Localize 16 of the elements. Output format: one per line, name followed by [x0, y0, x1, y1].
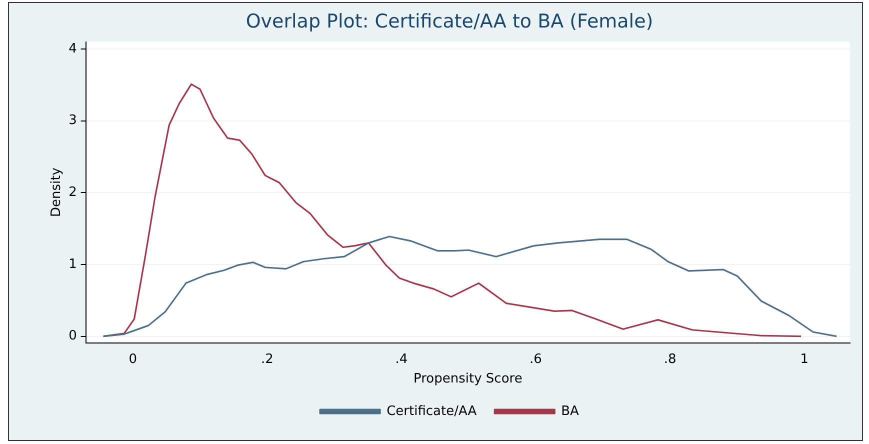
x-tick-label: 0: [128, 352, 138, 367]
x-tick-label: .4: [395, 352, 408, 367]
y-axis-title: Density: [49, 167, 64, 218]
x-axis-title: Propensity Score: [414, 372, 522, 387]
legend-label: Certificate/AA: [386, 404, 477, 419]
y-tick-label: 4: [68, 41, 77, 56]
y-tick-label: 1: [68, 256, 77, 272]
y-tick-label: 0: [68, 328, 77, 344]
x-tick-label: .8: [664, 352, 676, 367]
y-tick-label: 2: [68, 185, 77, 200]
x-tick-label: .2: [260, 352, 274, 367]
chart-title: Overlap Plot: Certificate/AA to BA (Female): [246, 10, 654, 32]
x-tick-label: .6: [530, 352, 542, 367]
legend-label: BA: [561, 404, 580, 419]
x-tick-label: 1: [800, 352, 808, 367]
y-tick-label: 3: [68, 113, 77, 128]
